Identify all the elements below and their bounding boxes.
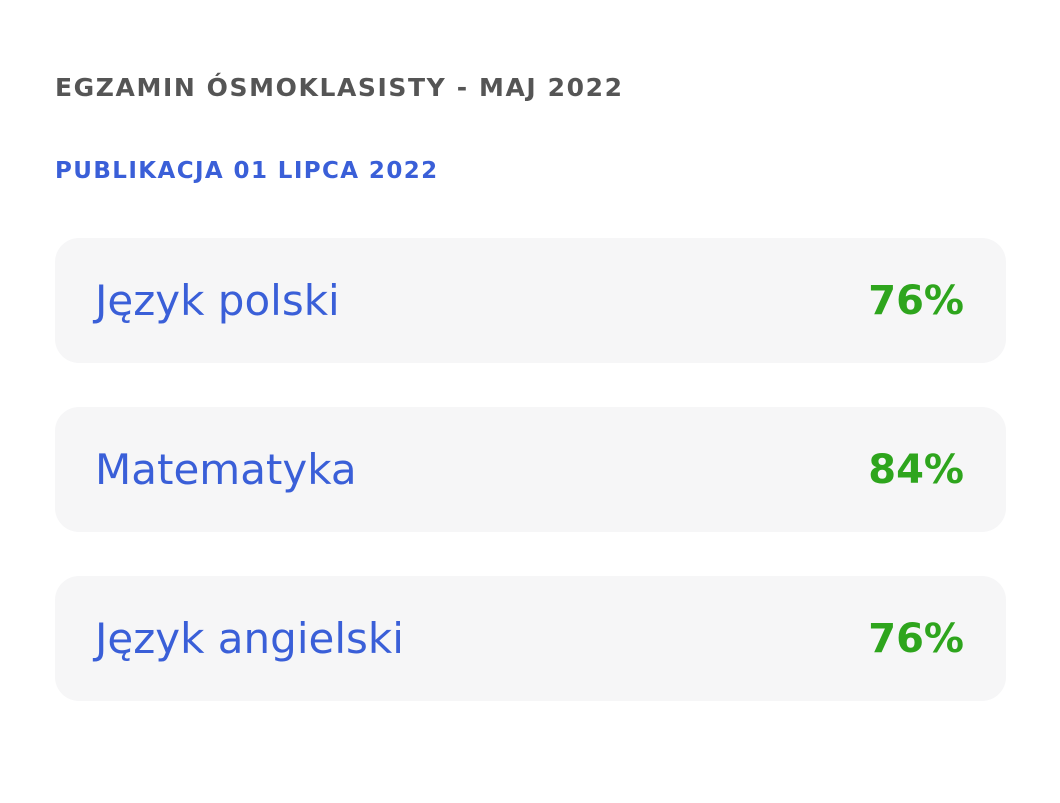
result-card-math[interactable]: Matematyka 84% — [55, 407, 1006, 532]
results-list: Język polski 76% Matematyka 84% Język an… — [55, 238, 1006, 745]
subject-score: 76% — [868, 277, 964, 324]
subject-name: Język angielski — [95, 614, 404, 663]
subject-name: Język polski — [95, 276, 340, 325]
subject-score: 76% — [868, 615, 964, 662]
result-card-english[interactable]: Język angielski 76% — [55, 576, 1006, 701]
subject-name: Matematyka — [95, 445, 357, 494]
subject-score: 84% — [868, 446, 964, 493]
exam-title: EGZAMIN ÓSMOKLASISTY - MAJ 2022 — [55, 73, 624, 102]
publication-date: PUBLIKACJA 01 LIPCA 2022 — [55, 158, 439, 184]
result-card-polish[interactable]: Język polski 76% — [55, 238, 1006, 363]
